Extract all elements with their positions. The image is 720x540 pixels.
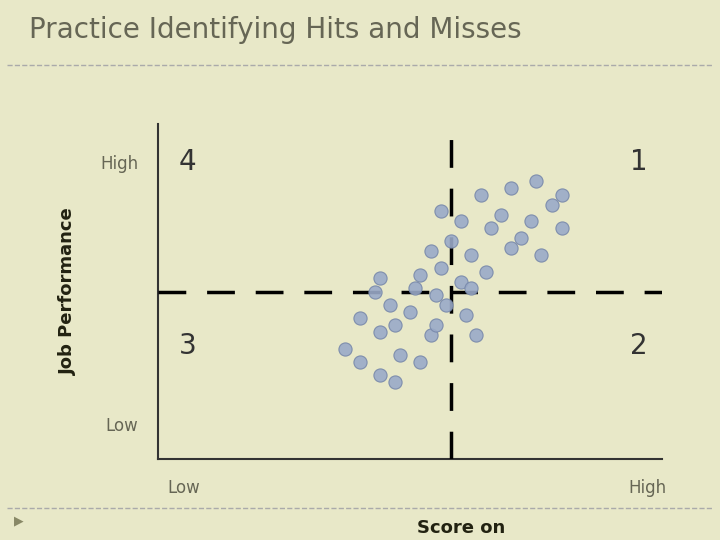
Point (390, 321, 401, 329)
Point (415, 271, 426, 279)
Point (445, 237, 456, 246)
Point (536, 251, 547, 259)
Point (390, 377, 401, 386)
Point (485, 224, 497, 232)
Point (430, 321, 441, 329)
Text: 3: 3 (179, 332, 197, 360)
Point (435, 264, 446, 273)
Point (505, 184, 517, 192)
Point (465, 251, 477, 259)
Point (556, 224, 567, 232)
Text: High: High (629, 479, 666, 497)
Point (495, 210, 507, 219)
Point (354, 357, 366, 366)
Point (526, 217, 537, 226)
Point (405, 307, 416, 316)
Point (425, 247, 436, 256)
Point (455, 277, 467, 286)
Point (480, 267, 492, 276)
Text: 4: 4 (179, 147, 196, 176)
Point (425, 331, 436, 340)
Text: 1: 1 (630, 147, 647, 176)
Point (339, 344, 351, 353)
Text: Low: Low (167, 479, 200, 497)
Text: Job Performance: Job Performance (59, 208, 77, 375)
Point (354, 314, 366, 323)
Point (531, 177, 542, 185)
Point (505, 244, 517, 252)
Point (374, 327, 386, 336)
Point (546, 200, 557, 209)
Point (455, 217, 467, 226)
Point (435, 207, 446, 215)
Point (440, 301, 451, 309)
Point (460, 310, 472, 319)
Text: ▶: ▶ (14, 515, 24, 528)
Text: Score on: Score on (417, 519, 505, 537)
Point (374, 371, 386, 380)
Point (369, 287, 381, 296)
Point (384, 301, 396, 309)
Text: High: High (100, 156, 138, 173)
Point (465, 284, 477, 293)
Point (395, 351, 406, 360)
Text: Practice Identifying Hits and Misses: Practice Identifying Hits and Misses (29, 16, 521, 44)
Point (556, 190, 567, 199)
Point (374, 274, 386, 282)
Point (516, 234, 527, 242)
Point (410, 284, 421, 293)
Point (430, 291, 441, 299)
Text: Low: Low (106, 416, 138, 435)
Point (415, 357, 426, 366)
Point (470, 331, 482, 340)
Text: 2: 2 (630, 332, 647, 360)
Point (475, 190, 487, 199)
